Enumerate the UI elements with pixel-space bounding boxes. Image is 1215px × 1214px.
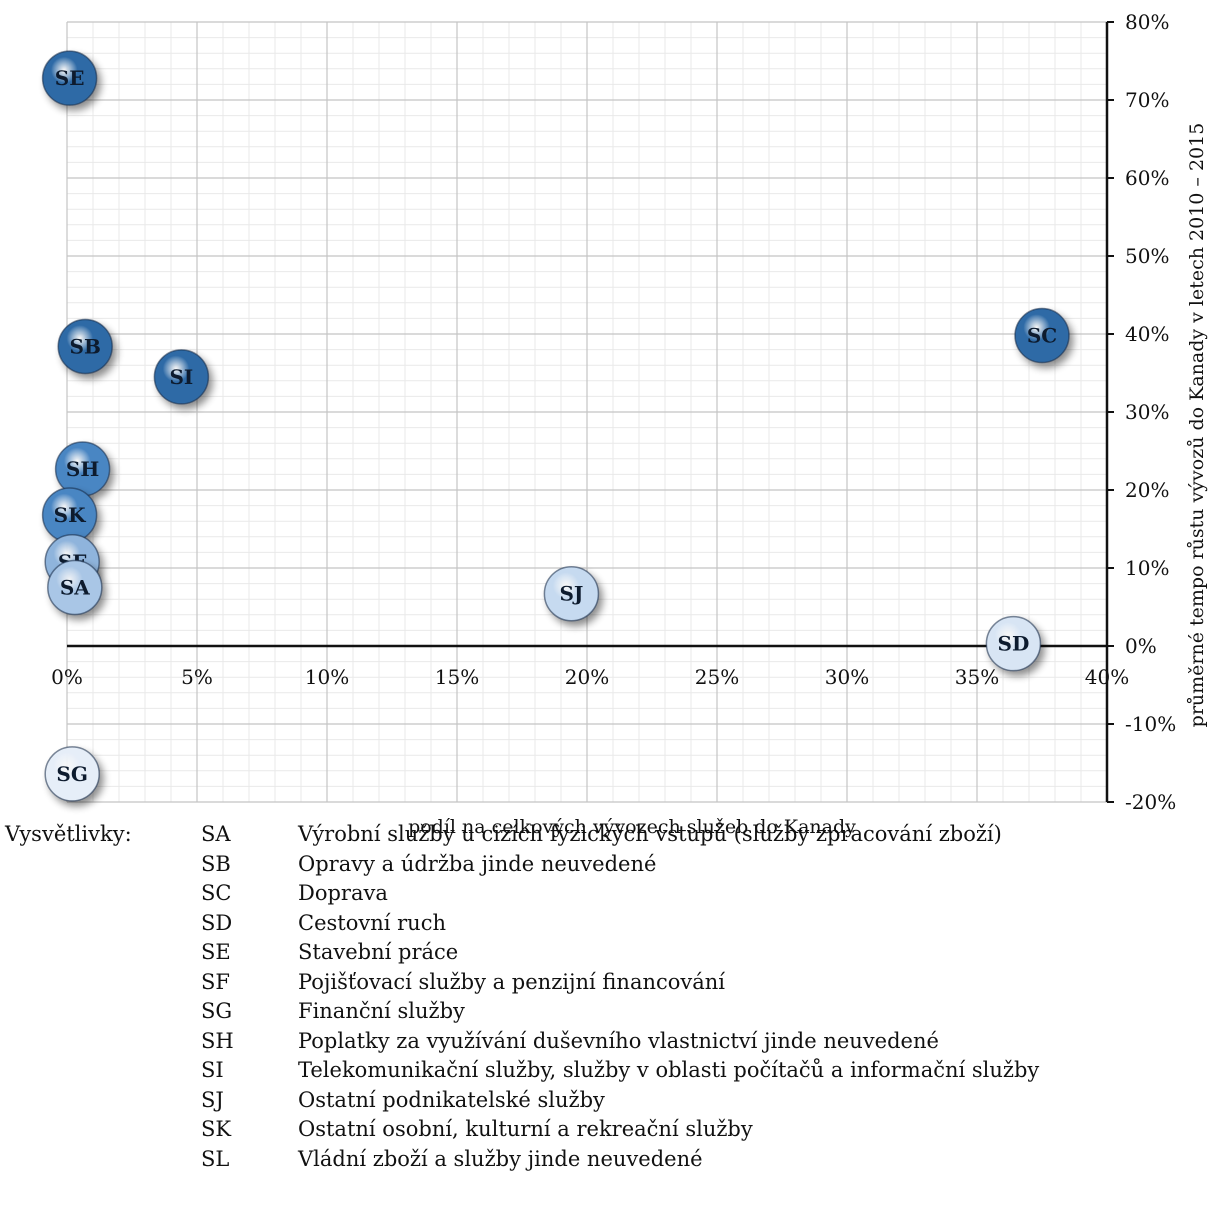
y-tick-label: 40% — [1125, 322, 1169, 346]
legend-code: SE — [201, 940, 231, 964]
legend-description: Doprava — [298, 881, 388, 905]
legend-description: Poplatky za využívání duševního vlastnic… — [298, 1028, 939, 1053]
bubble-label: SA — [60, 576, 90, 600]
y-tick-label: 80% — [1125, 10, 1169, 34]
x-tick-label: 40% — [1085, 665, 1129, 689]
bubble-sa — [47, 559, 103, 616]
legend-spacer — [5, 1086, 201, 1116]
x-tick-label: 10% — [305, 665, 349, 689]
data-points: SESBSISCSHSKSFSASJSDSG — [41, 50, 1070, 802]
y-tick-label: 20% — [1125, 478, 1169, 502]
bubble-chart: 0% 5% 10% 15% 20% 25% 30% 35% 40% -20% -10% 0% 10% 20… — [41, 10, 1208, 838]
bubble-sb — [57, 318, 113, 375]
legend-row: SH Poplatky za využívání duševního vlastn… — [5, 1027, 1205, 1057]
legend-code: SK — [201, 1117, 232, 1141]
bubble-label: SE — [55, 66, 85, 90]
legend-spacer — [5, 1145, 201, 1175]
bubble-se — [41, 50, 98, 106]
legend-description: Telekomunikační služby, služby v oblasti… — [298, 1058, 1040, 1082]
y-tick-label: -10% — [1125, 712, 1176, 736]
legend-spacer — [5, 968, 201, 998]
legend-description: Opravy a údržba jinde neuvedené — [298, 851, 657, 876]
bubble-label: SD — [998, 632, 1030, 656]
legend-heading: Vysvětlivky: — [5, 822, 132, 846]
legend-row: SC Doprava — [5, 879, 1205, 909]
legend-description: Pojišťovací služby a penzijní financován… — [298, 969, 726, 994]
legend-code: SG — [201, 999, 233, 1023]
legend-description: Ostatní podnikatelské služby — [298, 1087, 605, 1112]
x-tick-label: 5% — [181, 665, 213, 689]
chart-axes — [67, 21, 1114, 803]
y-tick-label: 30% — [1125, 400, 1169, 424]
bubble-sd — [985, 615, 1042, 672]
legend-spacer — [5, 1027, 201, 1057]
legend-row: SF Pojišťovací služby a penzijní financov… — [5, 968, 1205, 998]
legend-description: Vládní zboží a služby jinde neuvedené — [298, 1146, 703, 1171]
legend-spacer — [5, 909, 201, 939]
legend-code: SA — [201, 822, 231, 846]
y-tick-label: 60% — [1125, 166, 1169, 190]
x-tick-label: 20% — [565, 665, 609, 689]
legend-row: Vysvětlivky: SA Výrobní služby u cizích fy… — [5, 820, 1205, 850]
legend-row: SK Ostatní osobní, kulturní a rekreační s… — [5, 1115, 1205, 1145]
legend-code: SD — [201, 910, 233, 935]
legend-spacer — [5, 1056, 201, 1086]
legend-code: SF — [201, 969, 230, 994]
legend-spacer — [5, 997, 201, 1027]
bubble-si — [153, 349, 210, 405]
legend-row: SI Telekomunikační služby, služby v oblas… — [5, 1056, 1205, 1086]
legend-row: SJ Ostatní podnikatelské služby — [5, 1086, 1205, 1116]
bubble-sc — [1014, 307, 1070, 364]
bubble-sj — [543, 565, 600, 622]
x-axis-title: podíl na celkových vývozech služeb do Ka… — [408, 816, 856, 838]
legend-description: Cestovní ruch — [298, 910, 446, 935]
y-tick-label: 10% — [1125, 556, 1169, 580]
tick-labels: 0% 5% 10% 15% 20% 25% 30% 35% 40% -20% -10% 0% 10% 20… — [51, 10, 1176, 814]
legend-spacer — [5, 850, 201, 880]
x-tick-label: 0% — [51, 665, 83, 689]
x-tick-label: 25% — [695, 665, 739, 689]
y-tick-label: 0% — [1125, 634, 1157, 658]
bubble-label: SH — [66, 457, 99, 481]
legend-description: Stavební práce — [298, 940, 459, 964]
legend-description: Ostatní osobní, kulturní a rekreační slu… — [298, 1117, 753, 1141]
legend-description: Finanční služby — [298, 999, 465, 1023]
legend-row: SB Opravy a údržba jinde neuvedené — [5, 850, 1205, 880]
y-tick-label: -20% — [1125, 790, 1176, 814]
legend-code: SL — [201, 1146, 230, 1171]
legend-spacer — [5, 938, 201, 968]
legend-code: SJ — [201, 1087, 224, 1112]
legend-row: SG Finanční služby — [5, 997, 1205, 1027]
bubble-label: SK — [54, 503, 86, 527]
legend-spacer — [5, 879, 201, 909]
legend: Vysvětlivky: SA Výrobní služby u cizích fy… — [5, 820, 1205, 1174]
legend-code: SC — [201, 881, 232, 905]
legend-code: SI — [201, 1058, 224, 1082]
legend-code: SH — [201, 1028, 234, 1053]
legend-spacer — [5, 1115, 201, 1145]
legend-code: SB — [201, 851, 231, 876]
bubble-label: SG — [56, 762, 88, 786]
x-tick-label: 35% — [955, 665, 999, 689]
y-axis-title: průměrné tempo růstu vývozů do Kanady v … — [1186, 123, 1208, 728]
y-tick-label: 50% — [1125, 244, 1169, 268]
bubble-label: SC — [1027, 324, 1057, 348]
legend-description: Výrobní služby u cizích fyzických vstupů… — [298, 822, 1002, 846]
bubble-sg — [44, 746, 100, 802]
x-tick-label: 30% — [825, 665, 869, 689]
legend-row: SE Stavební práce — [5, 938, 1205, 968]
bubble-label: SI — [169, 365, 193, 389]
x-tick-label: 15% — [435, 665, 479, 689]
y-tick-label: 70% — [1125, 88, 1169, 112]
bubble-label: SJ — [559, 582, 583, 606]
bubble-label: SB — [70, 334, 101, 358]
legend-row: SL Vládní zboží a služby jinde neuvedené — [5, 1145, 1205, 1175]
legend-row: SD Cestovní ruch — [5, 909, 1205, 939]
